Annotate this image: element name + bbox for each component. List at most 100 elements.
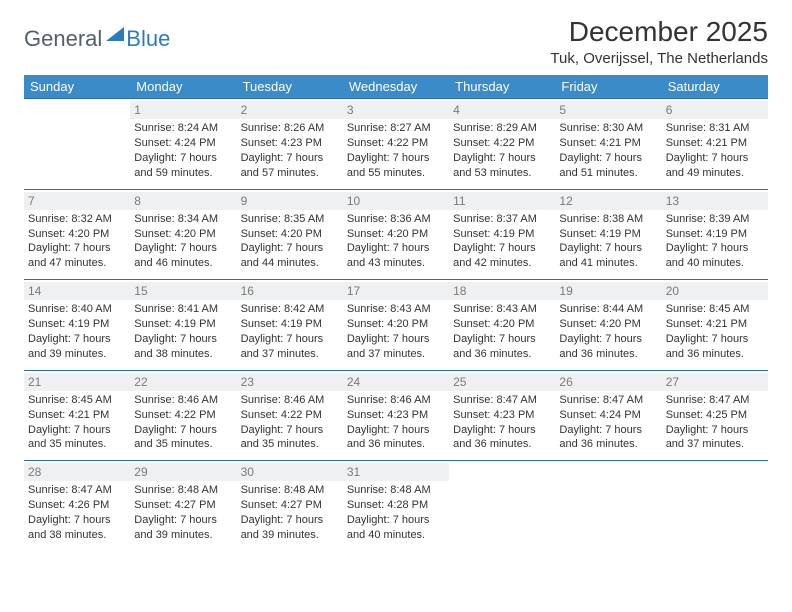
daylight-text: Daylight: 7 hours and 42 minutes.: [453, 241, 551, 271]
calendar-day-cell: 1Sunrise: 8:24 AMSunset: 4:24 PMDaylight…: [130, 99, 236, 190]
sunset-text: Sunset: 4:23 PM: [241, 136, 339, 151]
location-text: Tuk, Overijssel, The Netherlands: [550, 50, 768, 67]
month-title: December 2025: [550, 16, 768, 48]
sunset-text: Sunset: 4:20 PM: [241, 227, 339, 242]
calendar-day-cell: 30Sunrise: 8:48 AMSunset: 4:27 PMDayligh…: [237, 461, 343, 551]
sunset-text: Sunset: 4:19 PM: [241, 317, 339, 332]
sunrise-text: Sunrise: 8:32 AM: [28, 212, 126, 227]
calendar-day-cell: 6Sunrise: 8:31 AMSunset: 4:21 PMDaylight…: [662, 99, 768, 190]
day-number: 22: [130, 373, 236, 391]
day-number: 3: [343, 101, 449, 119]
calendar-day-cell: 17Sunrise: 8:43 AMSunset: 4:20 PMDayligh…: [343, 280, 449, 371]
calendar-day-cell: 14Sunrise: 8:40 AMSunset: 4:19 PMDayligh…: [24, 280, 130, 371]
calendar-day-cell: 10Sunrise: 8:36 AMSunset: 4:20 PMDayligh…: [343, 189, 449, 280]
brand-part2: Blue: [112, 26, 170, 52]
sunrise-text: Sunrise: 8:41 AM: [134, 302, 232, 317]
sunset-text: Sunset: 4:19 PM: [666, 227, 764, 242]
sunrise-text: Sunrise: 8:39 AM: [666, 212, 764, 227]
daylight-text: Daylight: 7 hours and 43 minutes.: [347, 241, 445, 271]
day-number: 25: [449, 373, 555, 391]
sunrise-text: Sunrise: 8:27 AM: [347, 121, 445, 136]
sunrise-text: Sunrise: 8:45 AM: [28, 393, 126, 408]
sunset-text: Sunset: 4:22 PM: [241, 408, 339, 423]
calendar-day-cell: 25Sunrise: 8:47 AMSunset: 4:23 PMDayligh…: [449, 370, 555, 461]
day-header-row: Sunday Monday Tuesday Wednesday Thursday…: [24, 75, 768, 99]
sunrise-text: Sunrise: 8:43 AM: [453, 302, 551, 317]
calendar-day-cell: 8Sunrise: 8:34 AMSunset: 4:20 PMDaylight…: [130, 189, 236, 280]
calendar-day-cell: 20Sunrise: 8:45 AMSunset: 4:21 PMDayligh…: [662, 280, 768, 371]
calendar-day-cell: [555, 461, 661, 551]
sunrise-text: Sunrise: 8:44 AM: [559, 302, 657, 317]
brand-part1: General: [24, 26, 102, 52]
calendar-week-row: 21Sunrise: 8:45 AMSunset: 4:21 PMDayligh…: [24, 370, 768, 461]
sunset-text: Sunset: 4:22 PM: [134, 408, 232, 423]
day-header: Monday: [130, 75, 236, 99]
daylight-text: Daylight: 7 hours and 39 minutes.: [28, 332, 126, 362]
calendar-day-cell: 19Sunrise: 8:44 AMSunset: 4:20 PMDayligh…: [555, 280, 661, 371]
sunrise-text: Sunrise: 8:47 AM: [666, 393, 764, 408]
day-number: 8: [130, 192, 236, 210]
day-number: 13: [662, 192, 768, 210]
title-block: December 2025 Tuk, Overijssel, The Nethe…: [550, 16, 768, 67]
sunrise-text: Sunrise: 8:40 AM: [28, 302, 126, 317]
daylight-text: Daylight: 7 hours and 53 minutes.: [453, 151, 551, 181]
day-number: 19: [555, 282, 661, 300]
daylight-text: Daylight: 7 hours and 37 minutes.: [666, 423, 764, 453]
day-number: 5: [555, 101, 661, 119]
sunrise-text: Sunrise: 8:45 AM: [666, 302, 764, 317]
calendar-day-cell: 3Sunrise: 8:27 AMSunset: 4:22 PMDaylight…: [343, 99, 449, 190]
day-number: 4: [449, 101, 555, 119]
day-number: 16: [237, 282, 343, 300]
calendar-day-cell: 27Sunrise: 8:47 AMSunset: 4:25 PMDayligh…: [662, 370, 768, 461]
sunset-text: Sunset: 4:19 PM: [559, 227, 657, 242]
day-number: 27: [662, 373, 768, 391]
day-header: Saturday: [662, 75, 768, 99]
sunrise-text: Sunrise: 8:38 AM: [559, 212, 657, 227]
calendar-day-cell: [662, 461, 768, 551]
sunrise-text: Sunrise: 8:46 AM: [241, 393, 339, 408]
brand-logo: General Blue: [24, 26, 170, 52]
day-header: Sunday: [24, 75, 130, 99]
daylight-text: Daylight: 7 hours and 49 minutes.: [666, 151, 764, 181]
day-header: Wednesday: [343, 75, 449, 99]
daylight-text: Daylight: 7 hours and 36 minutes.: [453, 332, 551, 362]
sunrise-text: Sunrise: 8:48 AM: [241, 483, 339, 498]
sunset-text: Sunset: 4:22 PM: [453, 136, 551, 151]
sunrise-text: Sunrise: 8:48 AM: [347, 483, 445, 498]
day-number: 23: [237, 373, 343, 391]
calendar-day-cell: 22Sunrise: 8:46 AMSunset: 4:22 PMDayligh…: [130, 370, 236, 461]
daylight-text: Daylight: 7 hours and 39 minutes.: [134, 513, 232, 543]
day-number: 12: [555, 192, 661, 210]
day-header: Friday: [555, 75, 661, 99]
calendar-day-cell: 26Sunrise: 8:47 AMSunset: 4:24 PMDayligh…: [555, 370, 661, 461]
sunrise-text: Sunrise: 8:47 AM: [559, 393, 657, 408]
sunset-text: Sunset: 4:21 PM: [666, 317, 764, 332]
day-number: 17: [343, 282, 449, 300]
calendar-day-cell: 23Sunrise: 8:46 AMSunset: 4:22 PMDayligh…: [237, 370, 343, 461]
sunset-text: Sunset: 4:24 PM: [134, 136, 232, 151]
daylight-text: Daylight: 7 hours and 59 minutes.: [134, 151, 232, 181]
calendar-day-cell: 5Sunrise: 8:30 AMSunset: 4:21 PMDaylight…: [555, 99, 661, 190]
daylight-text: Daylight: 7 hours and 47 minutes.: [28, 241, 126, 271]
sunset-text: Sunset: 4:24 PM: [559, 408, 657, 423]
calendar-day-cell: [24, 99, 130, 190]
calendar-week-row: 28Sunrise: 8:47 AMSunset: 4:26 PMDayligh…: [24, 461, 768, 551]
sunset-text: Sunset: 4:23 PM: [453, 408, 551, 423]
day-number: 7: [24, 192, 130, 210]
day-number: 31: [343, 463, 449, 481]
day-number: 20: [662, 282, 768, 300]
day-number: 2: [237, 101, 343, 119]
daylight-text: Daylight: 7 hours and 41 minutes.: [559, 241, 657, 271]
day-number: 21: [24, 373, 130, 391]
calendar-day-cell: 11Sunrise: 8:37 AMSunset: 4:19 PMDayligh…: [449, 189, 555, 280]
sunrise-text: Sunrise: 8:48 AM: [134, 483, 232, 498]
day-number: 1: [130, 101, 236, 119]
sunset-text: Sunset: 4:27 PM: [134, 498, 232, 513]
calendar-table: Sunday Monday Tuesday Wednesday Thursday…: [24, 75, 768, 551]
calendar-week-row: 7 Sunrise: 8:32 AM Sunset: 4:20 PM Daylight…: [24, 189, 768, 280]
sunrise-text: Sunrise: 8:34 AM: [134, 212, 232, 227]
sunset-text: Sunset: 4:26 PM: [28, 498, 126, 513]
calendar-day-cell: 21Sunrise: 8:45 AMSunset: 4:21 PMDayligh…: [24, 370, 130, 461]
calendar-day-cell: 31Sunrise: 8:48 AMSunset: 4:28 PMDayligh…: [343, 461, 449, 551]
calendar-day-cell: 24Sunrise: 8:46 AMSunset: 4:23 PMDayligh…: [343, 370, 449, 461]
